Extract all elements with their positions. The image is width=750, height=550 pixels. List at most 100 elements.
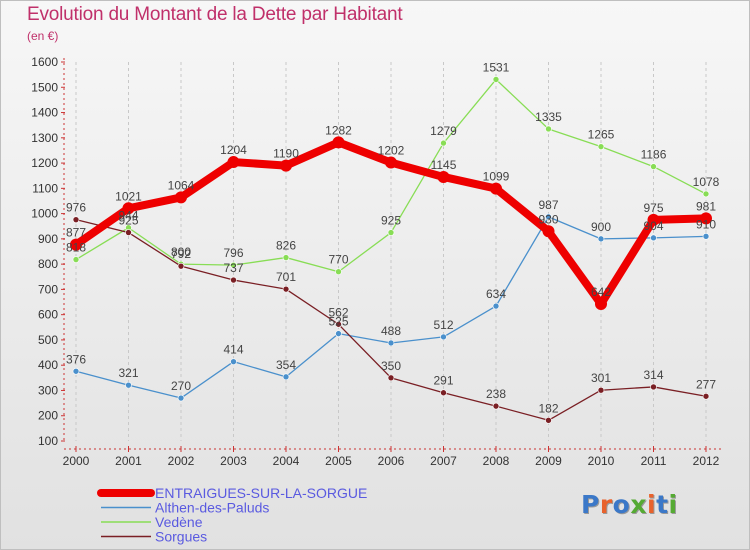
point-sorgues-2012 xyxy=(702,392,710,400)
data-label-sorgues-2006: 350 xyxy=(381,359,401,373)
data-label-entraigues-sur-la-sorgue-2001: 1021 xyxy=(115,189,142,203)
point-althen-des-paluds-2001 xyxy=(125,381,132,389)
data-label-entraigues-sur-la-sorgue-2006: 1202 xyxy=(378,144,405,158)
data-label-althen-des-paluds-2002: 270 xyxy=(171,379,191,393)
data-label-sorgues-2012: 277 xyxy=(696,377,716,391)
x-tick-label-2002: 2002 xyxy=(168,454,195,468)
point-althen-des-paluds-2009 xyxy=(545,213,552,221)
logo-letter: x xyxy=(630,490,647,519)
point-sorgues-2000 xyxy=(72,216,80,223)
data-label-entraigues-sur-la-sorgue-2007: 1145 xyxy=(431,158,457,172)
y-tick-label-1500: 1500 xyxy=(31,80,58,94)
point-ved-ne-2009 xyxy=(545,125,552,133)
chart-unit: (en €) xyxy=(27,29,59,43)
point-sorgues-2007 xyxy=(440,389,447,397)
point-althen-des-paluds-2012 xyxy=(702,233,710,240)
data-label-althen-des-paluds-2011: 904 xyxy=(643,219,663,233)
data-label-althen-des-paluds-2001: 321 xyxy=(118,366,138,380)
chart-title: Evolution du Montant de la Dette par Hab… xyxy=(27,4,403,25)
data-label-sorgues-2003: 737 xyxy=(223,261,243,275)
point-ved-ne-2000 xyxy=(72,256,80,263)
y-tick-label-1100: 1100 xyxy=(32,181,58,195)
data-label-sorgues-2005: 562 xyxy=(328,305,348,319)
point-althen-des-paluds-2000 xyxy=(72,367,80,375)
logo-letter: i xyxy=(668,490,678,519)
x-tick-label-2000: 2000 xyxy=(63,454,90,468)
point-althen-des-paluds-2005 xyxy=(335,330,342,337)
point-sorgues-2006 xyxy=(387,374,395,382)
y-tick-label-1400: 1400 xyxy=(31,106,58,120)
y-tick-label-1600: 1600 xyxy=(31,55,58,69)
data-label-ved-ne-2001: 944 xyxy=(118,209,138,223)
data-label-entraigues-sur-la-sorgue-2005: 1282 xyxy=(325,123,352,137)
point-sorgues-2011 xyxy=(650,383,657,391)
data-label-althen-des-paluds-2007: 512 xyxy=(433,318,453,332)
point-sorgues-2010 xyxy=(597,386,605,394)
x-tick-label-2004: 2004 xyxy=(273,454,300,468)
point-ved-ne-2003 xyxy=(230,261,237,269)
x-tick-label-2003: 2003 xyxy=(220,454,247,468)
data-label-entraigues-sur-la-sorgue-2010: 642 xyxy=(591,285,611,299)
y-tick-label-1200: 1200 xyxy=(31,156,58,170)
point-althen-des-paluds-2002 xyxy=(177,394,185,402)
data-label-sorgues-2008: 238 xyxy=(486,387,506,401)
logo-letter: P xyxy=(581,490,600,519)
point-entraigues-sur-la-sorgue-2007 xyxy=(437,170,450,183)
point-sorgues-2001 xyxy=(125,229,132,236)
y-tick-label-1300: 1300 xyxy=(31,131,58,145)
data-label-ved-ne-2012: 1078 xyxy=(693,175,720,189)
data-label-ved-ne-2003: 796 xyxy=(223,246,243,260)
point-entraigues-sur-la-sorgue-2002 xyxy=(175,191,187,204)
logo-letter: r xyxy=(599,490,613,519)
data-label-ved-ne-2010: 1265 xyxy=(588,128,615,142)
data-label-ved-ne-2000: 818 xyxy=(66,241,86,255)
data-label-althen-des-paluds-2006: 488 xyxy=(381,324,401,338)
point-entraigues-sur-la-sorgue-2008 xyxy=(490,182,502,195)
data-label-ved-ne-2011: 1186 xyxy=(641,148,667,162)
point-althen-des-paluds-2006 xyxy=(387,339,395,347)
point-ved-ne-2011 xyxy=(650,163,657,170)
data-label-althen-des-paluds-2012: 910 xyxy=(696,217,716,231)
data-label-entraigues-sur-la-sorgue-2012: 981 xyxy=(696,199,716,213)
x-tick-label-2007: 2007 xyxy=(430,454,457,468)
x-tick-label-2005: 2005 xyxy=(325,454,352,468)
data-label-ved-ne-2004: 826 xyxy=(276,239,296,253)
data-label-sorgues-2004: 701 xyxy=(276,270,296,284)
point-entraigues-sur-la-sorgue-2001 xyxy=(122,202,135,215)
logo-letter: i xyxy=(647,490,657,519)
point-ved-ne-2012 xyxy=(702,190,710,198)
y-tick-label-800: 800 xyxy=(38,257,58,271)
data-label-sorgues-2002: 792 xyxy=(171,247,191,261)
point-althen-des-paluds-2008 xyxy=(492,302,500,310)
point-althen-des-paluds-2010 xyxy=(597,235,605,243)
data-label-entraigues-sur-la-sorgue-2002: 1064 xyxy=(168,178,195,192)
point-ved-ne-2007 xyxy=(440,139,447,147)
x-tick-label-2010: 2010 xyxy=(588,454,615,468)
x-tick-label-2009: 2009 xyxy=(535,454,562,468)
point-sorgues-2004 xyxy=(282,285,290,293)
data-label-sorgues-2001: 925 xyxy=(118,214,138,228)
legend-label-sorgues: Sorgues xyxy=(155,529,207,545)
data-label-sorgues-2011: 314 xyxy=(643,368,663,382)
legend-label-ved-ne: Vedène xyxy=(155,514,203,530)
point-entraigues-sur-la-sorgue-2004 xyxy=(280,159,292,172)
data-label-althen-des-paluds-2009: 987 xyxy=(538,198,558,212)
data-label-althen-des-paluds-2010: 900 xyxy=(591,220,611,234)
data-label-althen-des-paluds-2004: 354 xyxy=(276,358,296,372)
y-tick-label-700: 700 xyxy=(38,282,58,296)
y-tick-label-100: 100 xyxy=(38,434,58,448)
data-label-ved-ne-2002: 800 xyxy=(171,245,191,259)
y-tick-label-1000: 1000 xyxy=(31,207,58,221)
point-ved-ne-2006 xyxy=(387,229,395,236)
y-tick-label-200: 200 xyxy=(38,409,58,423)
x-tick-label-2006: 2006 xyxy=(378,454,405,468)
data-label-ved-ne-2007: 1279 xyxy=(430,124,457,138)
data-label-ved-ne-2006: 925 xyxy=(381,214,401,228)
point-entraigues-sur-la-sorgue-2010 xyxy=(595,298,607,311)
point-ved-ne-2008 xyxy=(492,76,500,83)
legend: ENTRAIGUES-SUR-LA-SORGUEAlthen-des-Palud… xyxy=(97,485,367,545)
y-tick-label-900: 900 xyxy=(38,232,58,246)
point-sorgues-2008 xyxy=(492,402,500,410)
